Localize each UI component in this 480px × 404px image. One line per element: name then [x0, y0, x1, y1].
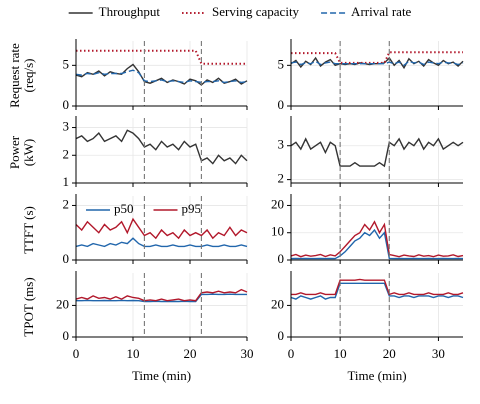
series-line	[290, 228, 464, 260]
series-line	[75, 69, 248, 84]
y-axis-label: Power	[7, 135, 22, 169]
y-tick-label: 20	[271, 196, 284, 211]
y-tick-label: 10	[271, 224, 284, 239]
legend-label: p50	[114, 201, 134, 216]
series-line	[76, 293, 247, 303]
y-axis-label: Request rate	[7, 43, 22, 108]
series-line	[75, 217, 248, 240]
legend-label: Throughput	[99, 4, 161, 19]
x-tick-label: 30	[432, 346, 445, 361]
y-tick-label: 0	[63, 328, 70, 343]
y-tick-label: 3	[63, 119, 70, 134]
y-tick-label: 0	[278, 251, 285, 266]
y-tick-label: 5	[63, 56, 70, 71]
legend-item: Arrival rate	[321, 4, 412, 19]
legend-label: p95	[182, 201, 202, 216]
y-tick-label: 5	[278, 56, 285, 71]
legend-item: Throughput	[68, 4, 161, 19]
x-tick-label: 30	[241, 346, 254, 361]
legend-item: Serving capacity	[182, 4, 300, 19]
y-tick-label: 3	[278, 137, 285, 152]
x-tick-label: 0	[288, 346, 295, 361]
series-line	[75, 288, 248, 302]
series-line	[76, 49, 247, 65]
series-line	[290, 220, 464, 258]
y-axis-label: TTFT (s)	[21, 206, 36, 254]
y-tick-label: 2	[63, 196, 70, 211]
y-axis-label: (kW)	[21, 139, 36, 166]
series-line	[290, 137, 464, 168]
y-tick-label: 0	[63, 97, 70, 112]
x-axis-label: Time (min)	[347, 368, 406, 383]
y-axis-label: TPOT (ms)	[21, 277, 36, 336]
series-line	[290, 282, 464, 300]
x-tick-label: 20	[383, 346, 396, 361]
y-tick-label: 0	[63, 251, 70, 266]
series-line	[291, 51, 463, 64]
x-tick-label: 0	[73, 346, 80, 361]
series-line	[75, 237, 248, 248]
y-tick-label: 20	[56, 296, 69, 311]
y-tick-label: 20	[271, 296, 284, 311]
x-tick-label: 10	[334, 346, 347, 361]
series-line	[291, 278, 464, 296]
y-tick-label: 2	[278, 171, 285, 186]
y-tick-label: 0	[278, 97, 285, 112]
x-tick-label: 10	[127, 346, 140, 361]
y-axis-label: (req/s)	[21, 59, 36, 93]
x-tick-label: 20	[184, 346, 197, 361]
series-line	[75, 129, 248, 165]
x-axis-label: Time (min)	[132, 368, 191, 383]
series-line	[75, 63, 248, 86]
y-tick-label: 2	[63, 146, 70, 161]
legend-label: Serving capacity	[212, 4, 299, 19]
series-line	[290, 60, 464, 67]
y-tick-label: 1	[63, 174, 70, 189]
legend-label: Arrival rate	[351, 4, 412, 19]
y-tick-label: 0	[278, 328, 285, 343]
